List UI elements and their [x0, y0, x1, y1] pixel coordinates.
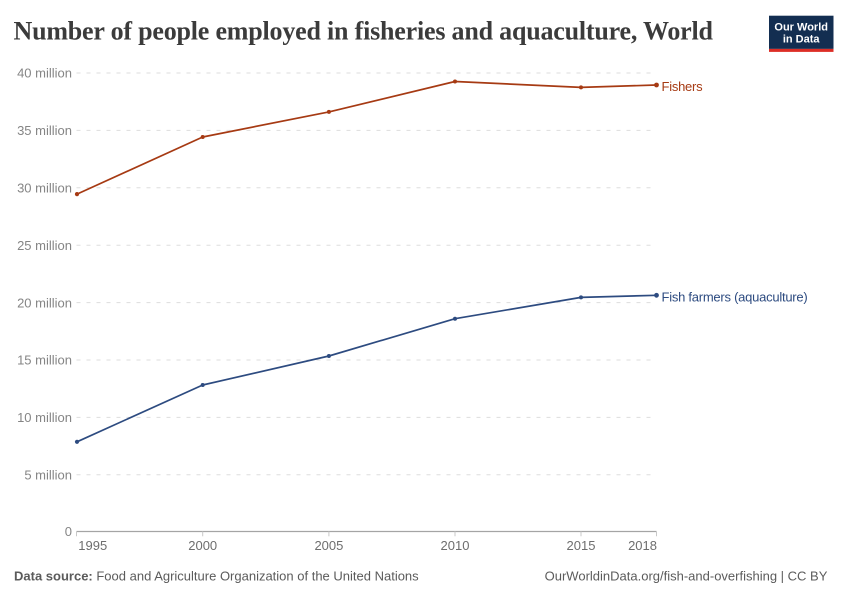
- svg-text:35 million: 35 million: [17, 123, 72, 138]
- svg-text:Data source: Food and Agricult: Data source: Food and Agriculture Organi…: [14, 568, 419, 583]
- svg-text:0: 0: [65, 524, 72, 539]
- svg-text:2005: 2005: [314, 538, 343, 553]
- svg-text:Our World: Our World: [774, 22, 828, 34]
- svg-text:2000: 2000: [188, 538, 217, 553]
- svg-text:5 million: 5 million: [24, 468, 72, 483]
- svg-text:25 million: 25 million: [17, 238, 72, 253]
- svg-text:10 million: 10 million: [17, 410, 72, 425]
- svg-text:2018: 2018: [628, 538, 657, 553]
- svg-text:2010: 2010: [441, 538, 470, 553]
- svg-text:20 million: 20 million: [17, 295, 72, 310]
- svg-text:OurWorldinData.org/fish-and-ov: OurWorldinData.org/fish-and-overfishing …: [545, 568, 828, 583]
- svg-text:1995: 1995: [78, 538, 107, 553]
- svg-text:Number of people employed in f: Number of people employed in fisheries a…: [14, 17, 714, 46]
- svg-text:2015: 2015: [567, 538, 596, 553]
- svg-text:Fishers: Fishers: [662, 79, 704, 94]
- svg-text:30 million: 30 million: [17, 181, 72, 196]
- svg-text:40 million: 40 million: [17, 66, 72, 81]
- svg-text:Fish farmers (aquaculture): Fish farmers (aquaculture): [662, 289, 808, 304]
- svg-text:15 million: 15 million: [17, 353, 72, 368]
- svg-text:in Data: in Data: [783, 34, 821, 46]
